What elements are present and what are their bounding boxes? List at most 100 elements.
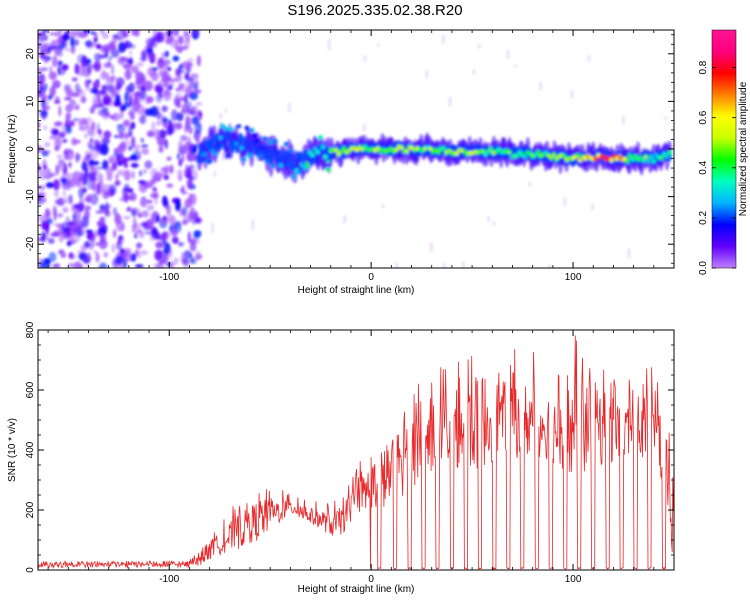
heatmap-cell bbox=[181, 206, 188, 217]
heatmap-cell bbox=[82, 260, 90, 264]
spectrogram-ylabel: Frequency (Hz) bbox=[7, 115, 18, 184]
heatmap-cell bbox=[86, 124, 93, 135]
heatmap-cell bbox=[68, 120, 76, 127]
heatmap-cell bbox=[180, 185, 186, 195]
heatmap-cell bbox=[164, 50, 169, 57]
heatmap-cell bbox=[111, 243, 115, 253]
heatmap-cell bbox=[77, 223, 85, 236]
heatmap-cell bbox=[158, 129, 167, 138]
heatmap-cell bbox=[70, 36, 75, 47]
heatmap-cell bbox=[364, 55, 367, 61]
heatmap-cell bbox=[72, 170, 81, 182]
heatmap-cell bbox=[79, 171, 85, 179]
heatmap-cell bbox=[251, 219, 254, 230]
heatmap-cell bbox=[44, 34, 48, 41]
heatmap-cell bbox=[88, 164, 95, 170]
heatmap-cell bbox=[175, 93, 183, 97]
heatmap-cell bbox=[212, 151, 218, 156]
heatmap-cell bbox=[194, 153, 198, 162]
heatmap-cell bbox=[219, 112, 222, 119]
heatmap-cell bbox=[177, 35, 184, 45]
heatmap-cell bbox=[68, 161, 72, 168]
heatmap-cell bbox=[223, 126, 229, 131]
heatmap-cell bbox=[92, 94, 100, 107]
heatmap-cell bbox=[157, 57, 165, 70]
snr-background bbox=[38, 330, 674, 570]
heatmap-cell bbox=[41, 43, 49, 51]
heatmap-cell bbox=[112, 112, 120, 122]
chart-title: S196.2025.335.02.38.R20 bbox=[287, 2, 462, 19]
heatmap-cell bbox=[169, 80, 175, 88]
heatmap-cell bbox=[84, 241, 91, 248]
heatmap-cell bbox=[85, 153, 90, 162]
heatmap-cell bbox=[281, 154, 286, 160]
heatmap-cell bbox=[138, 180, 146, 185]
heatmap-cell bbox=[75, 38, 79, 47]
heatmap-cell bbox=[152, 186, 157, 192]
y-tick-label: -10 bbox=[25, 189, 36, 204]
heatmap-cell bbox=[117, 169, 126, 176]
heatmap-cell bbox=[166, 156, 172, 161]
heatmap-cell bbox=[84, 40, 92, 47]
heatmap-cell bbox=[127, 145, 133, 151]
heatmap-cell bbox=[623, 157, 627, 161]
heatmap-cell bbox=[103, 252, 108, 258]
heatmap-cell bbox=[194, 250, 202, 261]
heatmap-cell bbox=[159, 220, 168, 225]
heatmap-cell bbox=[195, 102, 203, 106]
heatmap-cell bbox=[651, 158, 657, 164]
heatmap-cell bbox=[75, 151, 80, 164]
heatmap-cell bbox=[192, 106, 197, 110]
heatmap-cell bbox=[188, 62, 194, 67]
heatmap-cell bbox=[152, 67, 159, 71]
heatmap-cell bbox=[186, 166, 192, 170]
colorbar-gradient bbox=[711, 29, 737, 269]
heatmap-cell bbox=[123, 63, 132, 70]
heatmap-cell bbox=[124, 183, 130, 190]
heatmap-cell bbox=[188, 193, 193, 205]
heatmap-cell bbox=[622, 116, 625, 125]
heatmap-cell bbox=[52, 179, 60, 191]
heatmap-cell bbox=[49, 86, 56, 97]
heatmap-cell bbox=[260, 145, 265, 151]
heatmap-cell bbox=[239, 145, 244, 151]
heatmap-cell bbox=[119, 248, 125, 254]
heatmap-cell bbox=[171, 236, 179, 244]
snr-ylabel: SNR (10 * v/v) bbox=[7, 418, 18, 482]
heatmap-cell bbox=[194, 122, 202, 134]
heatmap-cell bbox=[114, 179, 120, 187]
heatmap-cell bbox=[176, 169, 183, 175]
heatmap-cell bbox=[56, 223, 65, 229]
heatmap-cell bbox=[38, 169, 47, 180]
heatmap-cell bbox=[127, 206, 131, 211]
heatmap-cell bbox=[89, 106, 96, 114]
heatmap-cell bbox=[153, 172, 163, 181]
heatmap-cell bbox=[144, 80, 153, 92]
heatmap-cell bbox=[84, 208, 89, 218]
heatmap-cell bbox=[166, 183, 174, 188]
heatmap-cell bbox=[184, 164, 189, 176]
heatmap-cell bbox=[158, 81, 162, 87]
heatmap-cell bbox=[127, 44, 136, 49]
heatmap-cell bbox=[244, 125, 250, 131]
heatmap-cell bbox=[38, 122, 41, 128]
heatmap-cell bbox=[124, 92, 129, 103]
heatmap-cell bbox=[323, 154, 328, 159]
heatmap-cell bbox=[110, 86, 117, 98]
heatmap-cell bbox=[625, 158, 629, 162]
colorbar-tick-label: 0.8 bbox=[698, 60, 709, 74]
heatmap-cell bbox=[108, 204, 112, 209]
heatmap-cell bbox=[123, 215, 131, 220]
heatmap-cell bbox=[197, 158, 202, 164]
heatmap-cell bbox=[38, 67, 44, 74]
heatmap-cell bbox=[239, 135, 245, 144]
heatmap-cell bbox=[74, 63, 80, 75]
heatmap-cell bbox=[394, 148, 398, 151]
heatmap-cell bbox=[72, 118, 80, 122]
heatmap-cell bbox=[93, 60, 102, 72]
heatmap-cell bbox=[130, 121, 136, 130]
heatmap-cell bbox=[664, 153, 670, 159]
heatmap-cell bbox=[89, 172, 98, 180]
heatmap-cell bbox=[93, 250, 98, 255]
heatmap-cell bbox=[57, 213, 63, 218]
